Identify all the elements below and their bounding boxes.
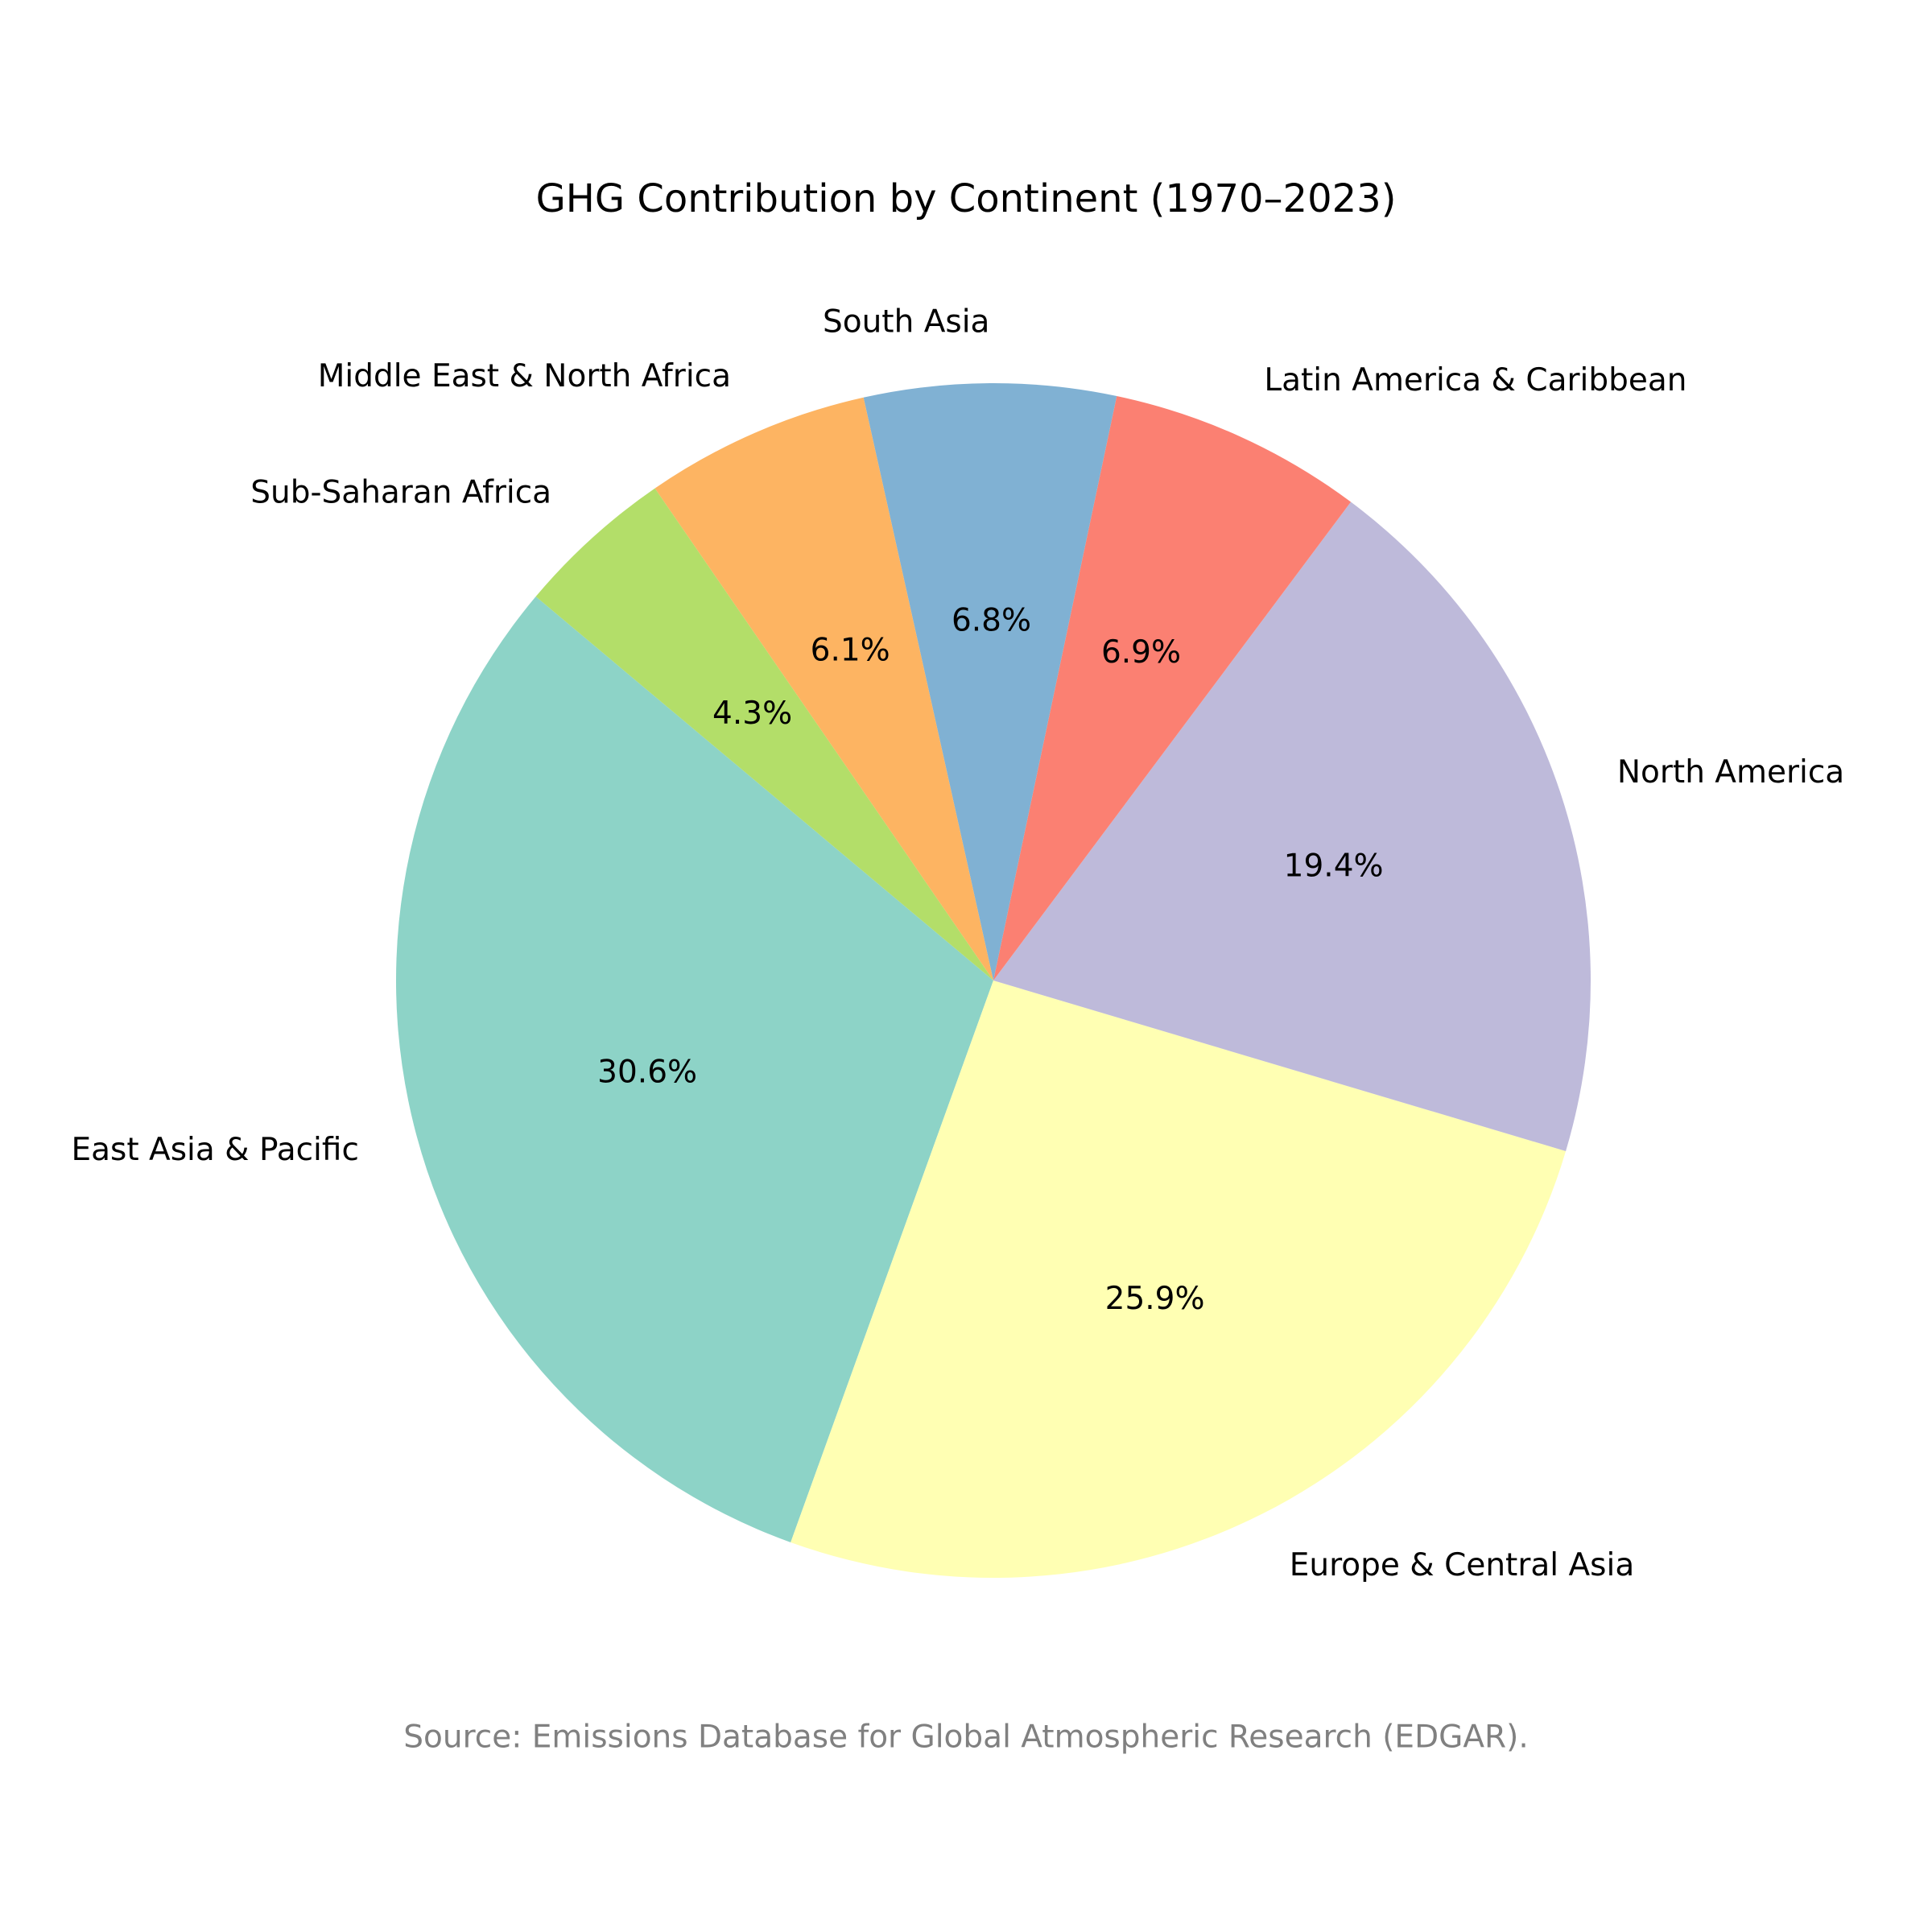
pie-slice-north-america (993, 502, 1591, 1151)
slice-label-latin-america-and-caribbean: Latin America & Caribbean (1264, 362, 1686, 398)
slice-label-east-asia-and-pacific: East Asia & Pacific (71, 1132, 358, 1168)
chart-title: GHG Contribution by Continent (1970–2023… (536, 176, 1397, 221)
pie-slice-latin-america-and-caribbean (993, 395, 1352, 981)
pie-slice-europe-and-central-asia (791, 980, 1567, 1578)
pie-slice-east-asia-and-pacific (396, 597, 994, 1542)
slice-percent-latin-america-and-caribbean: 6.9% (1101, 634, 1181, 671)
source-note: Source: Emissions Database for Global At… (403, 1719, 1528, 1756)
slice-percent-middle-east-and-north-africa: 6.1% (811, 632, 890, 668)
slice-label-south-asia: South Asia (823, 303, 989, 340)
pie-slice-south-asia (863, 382, 1117, 981)
slice-label-europe-and-central-asia: Europe & Central Asia (1290, 1547, 1635, 1583)
pie-slice-middle-east-and-north-africa (654, 397, 993, 980)
slice-percent-south-asia: 6.8% (952, 602, 1031, 638)
slice-label-middle-east-and-north-africa: Middle East & North Africa (318, 358, 731, 394)
slice-percent-europe-and-central-asia: 25.9% (1105, 1281, 1205, 1317)
slice-percent-east-asia-and-pacific: 30.6% (597, 1054, 697, 1090)
pie-slice-sub-saharan-africa (535, 488, 993, 980)
pie-slices (396, 382, 1591, 1578)
slice-label-sub-saharan-africa: Sub-Saharan Africa (250, 474, 551, 510)
slice-label-north-america: North America (1617, 754, 1844, 791)
slice-percent-sub-saharan-africa: 4.3% (712, 696, 792, 732)
slice-percent-north-america: 19.4% (1284, 848, 1384, 885)
pie-labels: East Asia & Pacific 30.6% Europe & Central… (71, 303, 1844, 1583)
